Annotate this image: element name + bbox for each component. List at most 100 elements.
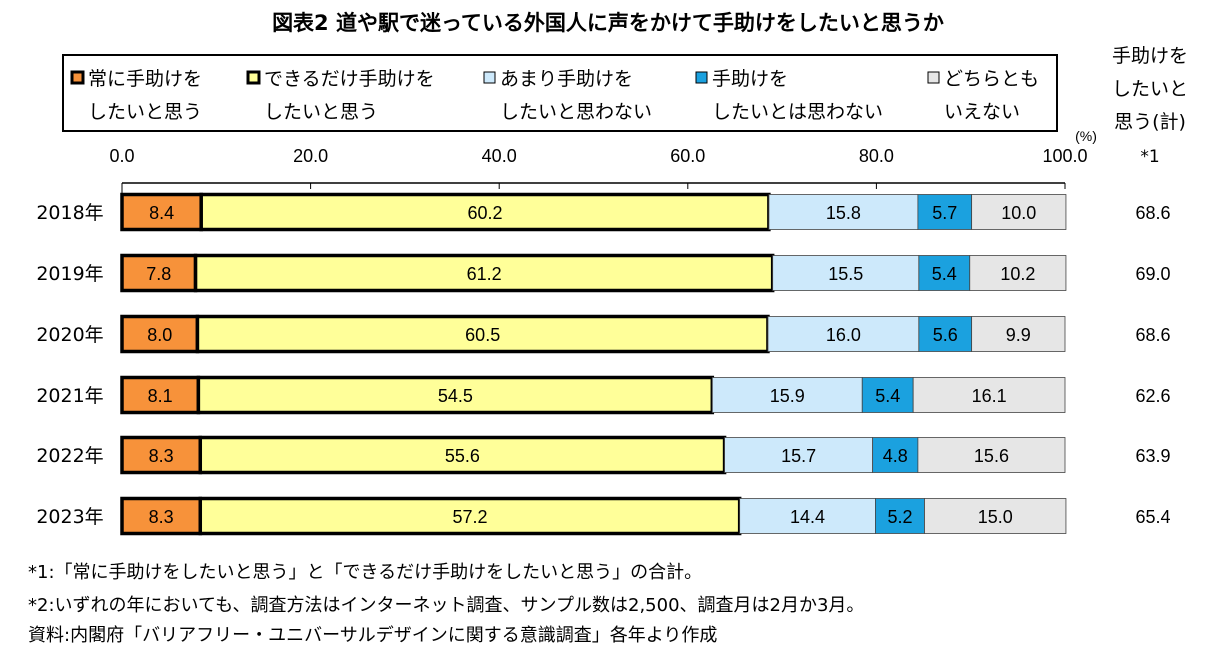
data-label: 5.4 <box>932 264 957 284</box>
bars: 2018年 8.4 60.2 15.8 5.7 10.0 68.6 2019年 7.8 61.2 1… <box>36 192 1171 536</box>
total-header: 手助けをしたいと思う(計) *1 <box>1112 45 1188 167</box>
tick-label: 60.0 <box>670 146 705 166</box>
legend-swatch <box>246 70 261 85</box>
total-value: 62.6 <box>1135 386 1170 406</box>
legend-swatch <box>70 70 85 85</box>
bar-segment <box>120 496 203 536</box>
bar-row: 2019年 7.8 61.2 15.5 5.4 10.2 69.0 <box>36 253 1171 293</box>
bar-segment <box>198 496 742 536</box>
category-label: 2022年 <box>36 445 103 467</box>
data-label: 15.9 <box>770 386 805 406</box>
x-axis: 0.0 20.0 40.0 60.0 80.0 100.0 <box>109 146 1088 195</box>
chart-title: 図表2 道や駅で迷っている外国人に声をかけて手助けをしたいと思うか <box>272 11 944 35</box>
bar-segment <box>193 253 775 293</box>
data-label: 60.5 <box>465 325 500 345</box>
tick-label: 40.0 <box>482 146 517 166</box>
data-label: 7.8 <box>146 264 171 284</box>
data-label: 15.8 <box>826 203 861 223</box>
legend-label: 常に手助けを <box>88 68 202 90</box>
bar-segment <box>912 377 1066 413</box>
data-label: 15.5 <box>828 264 863 284</box>
data-label: 54.5 <box>438 386 473 406</box>
legend: 常に手助けをしたいと思う できるだけ手助けをしたいと思う あまり手助けをしたいと思わ… <box>70 68 1039 123</box>
legend-label: 手助けを <box>712 68 788 90</box>
bar-segment <box>917 194 973 230</box>
data-label: 8.0 <box>147 325 172 345</box>
bar-segment <box>196 375 715 415</box>
data-label: 4.8 <box>883 446 908 466</box>
bar-segment <box>120 253 198 293</box>
bar-segment <box>918 316 973 352</box>
legend-box <box>62 54 1058 132</box>
tick-label: 0.0 <box>109 146 134 166</box>
bar-segment <box>971 194 1067 230</box>
bar-row: 2020年 8.0 60.5 16.0 5.6 9.9 68.6 <box>36 314 1171 354</box>
data-label: 5.6 <box>933 325 958 345</box>
data-label: 5.2 <box>887 507 912 527</box>
footnote: 資料:内閣府「バリアフリー・ユニバーサルデザインに関する意識調査」各年より作成 <box>28 625 717 646</box>
total-value: 68.6 <box>1135 203 1170 223</box>
bar-segment <box>739 498 876 534</box>
data-label: 8.1 <box>148 386 173 406</box>
data-label: 61.2 <box>467 264 502 284</box>
bar-segment <box>861 377 914 413</box>
data-label: 5.7 <box>932 203 957 223</box>
bar-segment <box>724 437 874 473</box>
bar-segment <box>971 316 1066 352</box>
bar-segment <box>195 314 770 354</box>
legend-label: できるだけ手助けを <box>264 68 435 90</box>
category-label: 2020年 <box>36 324 103 346</box>
legend-swatch <box>695 71 708 84</box>
category-label: 2023年 <box>36 506 103 528</box>
total-header-line: *1 <box>1140 147 1159 167</box>
legend-label: どちらとも <box>944 68 1039 90</box>
data-label: 60.2 <box>468 203 503 223</box>
data-label: 8.4 <box>149 203 174 223</box>
bar-segment <box>969 255 1067 291</box>
data-label: 15.6 <box>974 446 1009 466</box>
tick-label: 80.0 <box>859 146 894 166</box>
category-label: 2021年 <box>36 385 103 407</box>
legend-label: いえない <box>944 101 1020 123</box>
bar-segment <box>120 435 203 475</box>
data-label: 8.3 <box>149 507 174 527</box>
unit-label: (%) <box>1075 128 1097 144</box>
bar-segment <box>917 437 1066 473</box>
total-header-line: 思う(計) <box>1114 111 1186 133</box>
legend-label: したいと思う <box>88 101 202 123</box>
footnotes: *1:「常に手助けをしたいと思う」と「できるだけ手助けをしたいと思う」の合計。 *… <box>28 562 864 646</box>
data-label: 14.4 <box>790 507 825 527</box>
legend-label: あまり手助けを <box>500 68 633 90</box>
legend-swatch <box>927 71 940 84</box>
footnote: *1:「常に手助けをしたいと思う」と「できるだけ手助けをしたいと思う」の合計。 <box>28 562 702 583</box>
bar-row: 2023年 8.3 57.2 14.4 5.2 15.0 65.4 <box>36 496 1171 536</box>
data-label: 10.0 <box>1001 203 1036 223</box>
data-label: 9.9 <box>1006 325 1031 345</box>
data-label: 55.6 <box>445 446 480 466</box>
bar-segment <box>767 316 920 352</box>
total-value: 65.4 <box>1135 507 1170 527</box>
bar-row: 2022年 8.3 55.6 15.7 4.8 15.6 63.9 <box>36 435 1171 475</box>
data-label: 16.0 <box>826 325 861 345</box>
total-value: 63.9 <box>1135 446 1170 466</box>
data-label: 15.7 <box>781 446 816 466</box>
legend-label: したいと思わない <box>500 101 652 123</box>
total-header-line: 手助けを <box>1112 45 1188 67</box>
data-label: 57.2 <box>452 507 487 527</box>
data-label: 10.2 <box>1000 264 1035 284</box>
bar-row: 2021年 8.1 54.5 15.9 5.4 16.1 62.6 <box>36 375 1171 415</box>
total-header-line: したいと <box>1112 78 1188 100</box>
bar-segment <box>924 498 1067 534</box>
bar-segment <box>120 375 201 415</box>
total-value: 68.6 <box>1135 325 1170 345</box>
tick-label: 20.0 <box>293 146 328 166</box>
category-label: 2019年 <box>36 263 103 285</box>
bar-segment <box>711 377 863 413</box>
total-value: 69.0 <box>1135 264 1170 284</box>
footnote: *2:いずれの年においても、調査方法はインターネット調査、サンプル数は2,500… <box>28 595 864 616</box>
bar-segment <box>772 255 920 291</box>
legend-label: したいとは思わない <box>712 101 883 123</box>
data-label: 16.1 <box>972 386 1007 406</box>
